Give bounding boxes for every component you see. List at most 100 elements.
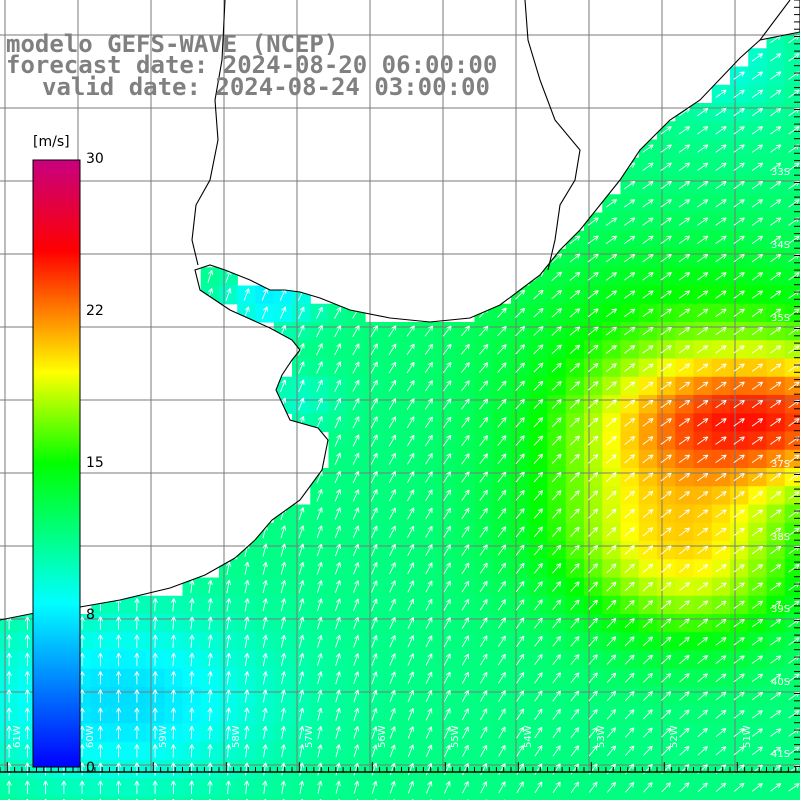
- speed-cell: [657, 796, 676, 800]
- wind-arrow: [407, 562, 415, 575]
- wind-arrow: [715, 673, 727, 683]
- wind-arrow: [697, 290, 709, 299]
- wind-arrow: [316, 361, 323, 374]
- speed-cell: [602, 595, 622, 615]
- wind-arrow: [442, 380, 452, 392]
- wind-arrow: [697, 545, 709, 555]
- wind-arrow: [678, 436, 691, 445]
- speed-cell: [766, 376, 786, 396]
- speed-cell: [456, 796, 476, 800]
- speed-cell: [219, 796, 238, 800]
- wind-arrow: [497, 599, 507, 611]
- wind-arrow: [515, 344, 526, 355]
- wind-arrow: [461, 434, 470, 447]
- wind-arrow: [551, 253, 563, 263]
- wind-arrow: [424, 380, 434, 392]
- speed-cell: [638, 668, 658, 688]
- speed-cell: [419, 358, 439, 378]
- wind-arrow: [697, 363, 709, 372]
- speed-cell: [657, 340, 676, 360]
- wind-arrow: [443, 744, 451, 757]
- wind-arrow: [352, 325, 360, 338]
- wind-arrow: [335, 744, 341, 758]
- wind-arrow: [407, 507, 415, 520]
- wind-arrow: [697, 691, 709, 701]
- wind-arrow: [152, 725, 158, 740]
- wind-arrow: [733, 235, 745, 244]
- speed-cell: [511, 687, 530, 706]
- speed-cell: [711, 796, 731, 800]
- wind-arrow: [189, 652, 195, 667]
- wind-arrow: [678, 527, 691, 537]
- wind-arrow: [299, 671, 305, 685]
- speed-cell: [657, 303, 676, 323]
- wind-arrow: [516, 672, 525, 684]
- wind-arrow: [6, 725, 12, 740]
- wind-arrow: [605, 217, 618, 226]
- speed-cell: [383, 796, 403, 800]
- speed-cell: [784, 340, 800, 360]
- wind-arrow: [678, 162, 691, 171]
- wind-arrow: [678, 509, 691, 518]
- wind-arrow: [497, 435, 507, 446]
- speed-cell: [584, 431, 603, 451]
- wind-arrow: [497, 362, 507, 373]
- wind-arrow: [733, 454, 745, 463]
- wind-arrow: [479, 489, 488, 501]
- wind-arrow: [170, 725, 177, 740]
- wind-arrow: [624, 490, 636, 500]
- wind-arrow: [6, 689, 12, 703]
- wind-arrow: [570, 745, 580, 757]
- wind-arrow: [770, 527, 782, 536]
- wind-arrow: [388, 434, 397, 447]
- wind-arrow: [334, 379, 342, 392]
- wind-arrow: [516, 653, 525, 666]
- speed-cell: [511, 577, 530, 597]
- wind-arrow: [189, 780, 195, 794]
- speed-cell: [584, 303, 603, 323]
- wind-arrow: [569, 399, 581, 409]
- wind-arrow: [207, 579, 213, 594]
- wind-arrow: [134, 634, 140, 648]
- wind-arrow: [660, 399, 672, 409]
- wind-arrow: [389, 635, 396, 648]
- wind-arrow: [407, 671, 414, 684]
- lon-label: 61W: [12, 725, 23, 748]
- wind-arrow: [660, 144, 672, 153]
- wind-arrow: [715, 235, 727, 244]
- wind-arrow: [425, 726, 433, 739]
- wind-arrow: [352, 470, 360, 484]
- wind-arrow: [389, 580, 396, 593]
- wind-arrow: [479, 599, 488, 611]
- wind-arrow: [587, 435, 599, 446]
- wind-arrow: [624, 690, 635, 702]
- wind-arrow: [515, 617, 525, 629]
- wind-arrow: [97, 616, 104, 630]
- wind-arrow: [642, 472, 654, 482]
- wind-arrow: [605, 326, 617, 336]
- wind-arrow: [642, 636, 654, 647]
- wind-arrow: [624, 709, 635, 720]
- wind-arrow: [443, 525, 451, 538]
- wind-arrow: [442, 325, 452, 337]
- wind-arrow: [189, 707, 195, 721]
- wind-arrow: [134, 762, 140, 776]
- speed-cell: [784, 139, 800, 159]
- wind-arrow: [262, 707, 268, 721]
- wind-arrow: [352, 398, 360, 411]
- wind-arrow: [624, 345, 636, 354]
- wind-arrow: [715, 436, 727, 445]
- speed-cell: [511, 413, 530, 433]
- speed-cell: [292, 796, 311, 800]
- wind-arrow: [316, 580, 323, 593]
- wind-arrow: [425, 453, 433, 465]
- wind-arrow: [733, 582, 745, 591]
- wind-arrow: [317, 707, 323, 721]
- wind-arrow: [624, 527, 635, 537]
- wind-arrow: [533, 453, 544, 465]
- lon-label: 57W: [304, 725, 315, 748]
- speed-cell: [547, 322, 567, 341]
- speed-cell: [784, 668, 800, 688]
- wind-arrow: [461, 690, 469, 703]
- wind-arrow: [551, 471, 562, 483]
